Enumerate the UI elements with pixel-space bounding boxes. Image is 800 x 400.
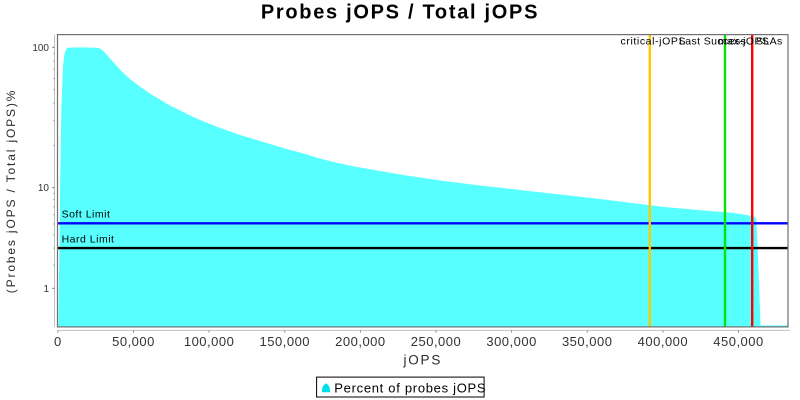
svg-text:50,000: 50,000	[112, 334, 155, 349]
svg-text:100,000: 100,000	[184, 334, 235, 349]
svg-text:critical-jOPS: critical-jOPS	[621, 35, 687, 47]
svg-text:350,000: 350,000	[562, 334, 613, 349]
svg-text:Probes jOPS / Total jOPS: Probes jOPS / Total jOPS	[261, 2, 539, 24]
svg-text:300,000: 300,000	[486, 334, 537, 349]
svg-text:0: 0	[54, 334, 62, 349]
svg-text:450,000: 450,000	[713, 334, 764, 349]
svg-text:10: 10	[38, 183, 50, 194]
svg-text:jOPS: jOPS	[402, 353, 442, 368]
svg-text:200,000: 200,000	[335, 334, 386, 349]
svg-text:max-jOPS: max-jOPS	[718, 35, 769, 47]
svg-text:100: 100	[32, 43, 49, 54]
svg-text:Last Success: Last Success	[679, 35, 746, 47]
svg-text:SLAs: SLAs	[756, 35, 783, 47]
svg-text:Soft Limit: Soft Limit	[62, 209, 111, 221]
svg-text:150,000: 150,000	[260, 334, 311, 349]
svg-text:1: 1	[43, 284, 49, 295]
svg-text:(Probes jOPS / Total jOPS)%: (Probes jOPS / Total jOPS)%	[4, 89, 18, 293]
svg-text:250,000: 250,000	[411, 334, 462, 349]
svg-text:Hard Limit: Hard Limit	[62, 233, 115, 245]
svg-text:Percent of probes jOPS: Percent of probes jOPS	[334, 380, 486, 395]
svg-text:400,000: 400,000	[638, 334, 689, 349]
